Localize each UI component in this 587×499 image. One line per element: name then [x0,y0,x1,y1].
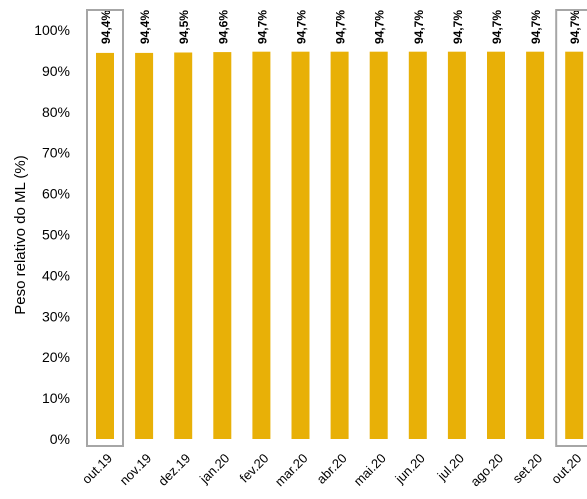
y-tick-label: 80% [42,104,70,120]
y-tick-label: 40% [42,267,70,283]
bar [252,51,271,439]
data-labels: 94,4% 94,4% 94,5% 94,6% 94,7% 94,7% 94,7% 94,7%… [99,10,582,44]
bar [213,52,232,439]
bar [526,51,545,439]
data-label: 94,4% [99,10,113,44]
bar [565,51,584,439]
y-tick-label: 10% [42,390,70,406]
bar [369,51,388,439]
data-label: 94,6% [216,10,230,44]
bar [330,51,349,439]
bar [135,52,154,440]
x-tick-label: out.19 [79,451,115,487]
y-axis-title: Peso relativo do ML (%) [12,155,29,315]
x-tick-label: mai.20 [351,451,389,489]
x-tick-label: jan.20 [196,451,232,487]
x-tick-label: out.20 [548,451,584,487]
bar [487,51,505,439]
data-label: 94,7% [295,10,309,44]
x-tick-label: abr.20 [314,451,350,487]
data-label: 94,7% [451,10,465,44]
data-label: 94,5% [177,10,191,44]
x-tick-label: fev.20 [237,451,272,486]
y-tick-label: 60% [42,186,70,202]
x-tick-label: jul.20 [434,451,467,484]
bar [447,51,466,439]
bar [174,52,193,440]
data-label: 94,7% [412,10,426,44]
y-tick-label: 30% [42,308,70,324]
y-tick-label: 100% [34,22,70,38]
data-label: 94,7% [568,10,582,44]
y-tick-label: 0% [50,431,70,447]
highlight-box [86,9,124,447]
data-label: 94,4% [138,10,152,44]
bar [408,51,427,439]
data-label: 94,7% [373,10,387,44]
x-tick-label: nov.19 [117,451,155,489]
y-tick-label: 70% [42,145,70,161]
bar [96,52,114,440]
data-label: 94,7% [334,10,348,44]
x-tick-label: mar.20 [272,451,311,490]
x-tick-label: set.20 [510,451,546,487]
bar [291,51,310,439]
y-tick-label: 90% [42,63,70,79]
highlight-box [555,9,587,447]
x-tick-label: dez.19 [155,451,193,489]
y-tick-label: 20% [42,349,70,365]
bars [96,51,584,440]
data-label: 94,7% [529,10,543,44]
data-label: 94,7% [255,10,269,44]
y-tick-label: 50% [42,227,70,243]
x-axis-ticks: out.19 nov.19 dez.19 jan.20 fev.20 mar.20 abr.… [79,451,584,490]
data-label: 94,7% [490,10,504,44]
y-axis-ticks: 0% 10% 20% 30% 40% 50% 60% 70% 80% 90% 100% [34,22,70,447]
highlight-boxes [86,9,587,447]
x-tick-label: ago.20 [467,451,506,490]
x-tick-label: jun.20 [392,451,428,487]
